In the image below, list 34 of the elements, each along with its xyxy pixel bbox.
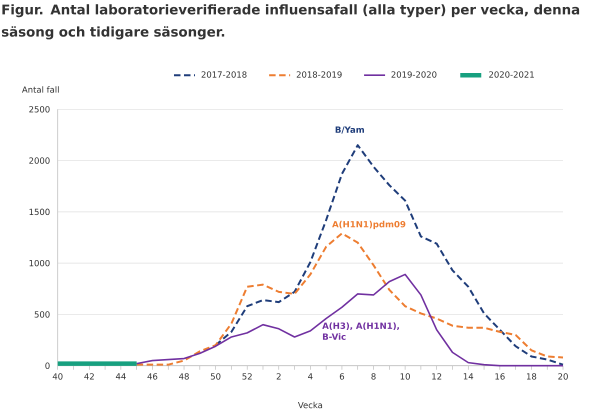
y-tick-label: 2500 — [29, 106, 50, 113]
x-tick-label: 8 — [371, 373, 376, 380]
x-tick-label: 40 — [52, 373, 63, 380]
y-tick-label: 1500 — [30, 208, 50, 216]
y-tick-label: 500 — [34, 311, 50, 318]
legend-label: 2018-2019 — [296, 71, 342, 78]
x-tick-label: 42 — [84, 373, 94, 380]
x-tick-label: 6 — [340, 373, 344, 380]
x-tick-label: 12 — [432, 373, 442, 380]
annotation: A(H3), A(H1N1), B-Vic — [322, 322, 399, 340]
y-axis-title: Antal fall — [22, 86, 59, 93]
x-tick-label: 16 — [495, 373, 505, 380]
x-tick-label: 52 — [242, 373, 252, 380]
x-tick-label: 20 — [558, 373, 568, 380]
x-tick-label: 50 — [210, 373, 220, 380]
x-tick-label: 18 — [526, 373, 536, 380]
annotation: A(H1N1)pdm09 — [332, 220, 406, 230]
x-tick-label: 10 — [400, 373, 410, 380]
x-tick-label: 44 — [116, 373, 126, 380]
legend-label: 2020-2021 — [489, 71, 534, 78]
x-axis-title: Vecka — [298, 402, 322, 408]
line-series — [214, 144, 564, 366]
annotation: B/Yam — [336, 126, 364, 134]
x-tick-label: 2 — [276, 373, 281, 380]
y-tick-label: 1000 — [30, 260, 50, 266]
chart-title: Figur. Antal laboratorieverifierade influensafall (alla typer) per vecka, denna säsong och tidigare säsonger. — [2, 4, 580, 40]
legend-label: 2017-2018 — [202, 71, 247, 78]
y-tick-label: 2000 — [29, 157, 50, 164]
legend-label: 2019-2020 — [391, 71, 436, 78]
x-tick-label: 4 — [308, 373, 313, 380]
x-tick-label: 48 — [179, 373, 189, 380]
y-tick-label: 0 — [45, 362, 50, 369]
x-tick-label: 46 — [147, 373, 158, 380]
x-tick-label: 14 — [464, 373, 474, 380]
